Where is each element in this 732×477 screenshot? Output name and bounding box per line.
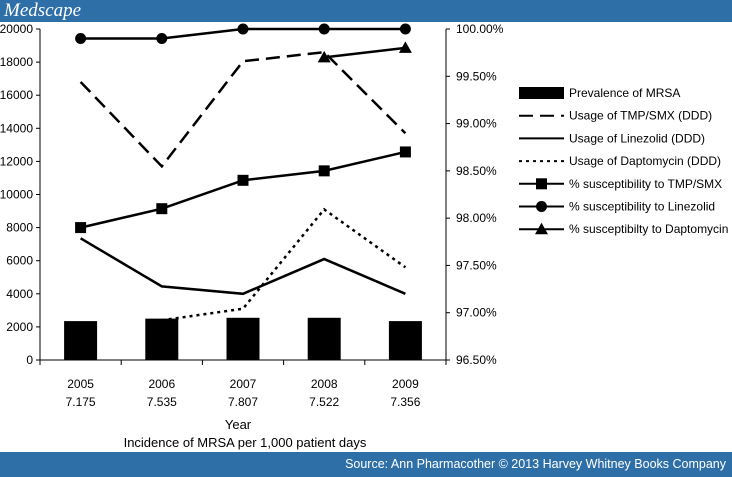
bars xyxy=(64,317,422,360)
legend-label: Usage of Linezolid (DDD) xyxy=(569,131,705,145)
legend: Prevalence of MRSA Usage of TMP/SMX (DDD)… xyxy=(519,86,728,236)
x-tick-label: 2009 xyxy=(392,377,419,391)
left-tick-label: 4000 xyxy=(6,287,33,301)
x-tick-label: 2006 xyxy=(148,377,175,391)
series-lines xyxy=(75,23,412,322)
axis-labels: Year Incidence of MRSA per 1,000 patient… xyxy=(124,417,367,450)
chart: 0 2000 4000 6000 8000 10000 12000 14000 16000 180… xyxy=(0,22,728,450)
left-tick-label: 14000 xyxy=(0,121,33,135)
x-tick-sublabel: 7.535 xyxy=(147,395,177,409)
left-tick-label: 0 xyxy=(26,353,33,367)
x-axis-secondary-title: Incidence of MRSA per 1,000 patient days xyxy=(124,435,367,450)
left-tick-label: 12000 xyxy=(0,154,33,168)
right-tick-label: 99.50% xyxy=(456,69,497,83)
data-point xyxy=(237,174,249,186)
data-point xyxy=(156,32,168,44)
legend-marker xyxy=(536,178,547,190)
source-citation: Source: Ann Pharmacother © 2013 Harvey W… xyxy=(345,457,726,471)
right-tick-label: 98.50% xyxy=(456,164,497,178)
legend-label: Usage of TMP/SMX (DDD) xyxy=(569,109,712,123)
legend-marker xyxy=(536,201,547,212)
x-axis-title: Year xyxy=(225,417,252,432)
bar xyxy=(307,317,341,360)
legend-label: Usage of Daptomycin (DDD) xyxy=(569,154,721,168)
bar xyxy=(145,318,179,360)
footer-bar: Source: Ann Pharmacother © 2013 Harvey W… xyxy=(0,452,732,477)
legend-label: % susceptibility to TMP/SMX xyxy=(569,177,722,191)
legend-label: % susceptibilty to Daptomycin xyxy=(569,222,728,236)
left-tick-label: 6000 xyxy=(6,254,33,268)
data-point xyxy=(237,23,249,35)
x-tick-label: 2008 xyxy=(311,377,338,391)
medscape-logo[interactable]: Medscape xyxy=(4,0,82,21)
x-tick-sublabel: 7.522 xyxy=(309,395,339,409)
series-line xyxy=(79,50,407,169)
data-point xyxy=(75,32,87,44)
data-point xyxy=(399,146,411,158)
right-tick-label: 97.50% xyxy=(456,258,497,272)
right-tick-label: 99.00% xyxy=(456,117,497,131)
x-tick-label: 2005 xyxy=(67,377,94,391)
right-tick-label: 98.00% xyxy=(456,211,497,225)
x-tick-sublabel: 7.175 xyxy=(66,395,96,409)
x-tick-sublabel: 7.356 xyxy=(390,395,420,409)
left-tick-label: 16000 xyxy=(0,88,33,102)
left-tick-label: 20000 xyxy=(0,22,33,36)
right-tick-label: 100.00% xyxy=(456,22,504,36)
right-tick-label: 96.50% xyxy=(456,353,497,367)
left-tick-label: 10000 xyxy=(0,188,33,202)
data-point xyxy=(398,41,412,53)
right-tick-label: 97.00% xyxy=(456,306,497,320)
data-point xyxy=(318,165,330,177)
data-point xyxy=(399,23,411,35)
series-line xyxy=(324,46,406,59)
bar xyxy=(64,321,98,360)
legend-label: % susceptibility to Linezolid xyxy=(569,200,715,214)
left-tick-label: 8000 xyxy=(6,221,33,235)
series-line xyxy=(79,237,406,296)
data-point xyxy=(156,203,168,215)
bar xyxy=(388,321,422,360)
x-tick-sublabel: 7.807 xyxy=(228,395,258,409)
data-point xyxy=(75,222,87,234)
left-tick-label: 18000 xyxy=(0,55,33,69)
x-tick-label: 2007 xyxy=(230,377,257,391)
legend-marker xyxy=(535,222,548,235)
axes: 0 2000 4000 6000 8000 10000 12000 14000 16000 180… xyxy=(0,22,504,409)
legend-label: Prevalence of MRSA xyxy=(569,86,680,100)
series-line xyxy=(161,207,407,322)
bar xyxy=(226,317,260,360)
header-bar: Medscape xyxy=(0,0,732,22)
legend-swatch xyxy=(519,87,564,99)
data-point xyxy=(318,23,330,35)
left-tick-label: 2000 xyxy=(6,320,33,334)
series-line xyxy=(80,150,406,229)
data-point xyxy=(317,50,331,63)
